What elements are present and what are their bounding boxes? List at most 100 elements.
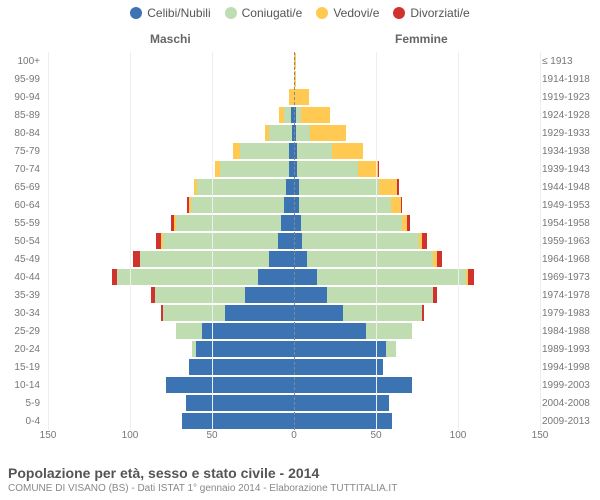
- age-label: 25-29: [0, 322, 44, 340]
- female-bar: [294, 304, 540, 322]
- bar-segment: [310, 125, 346, 140]
- chart-footer: Popolazione per età, sesso e stato civil…: [8, 465, 397, 494]
- bar-segment: [278, 233, 294, 248]
- male-bar: [48, 88, 294, 106]
- bar-segment: [294, 395, 389, 410]
- legend-label: Celibi/Nubili: [147, 6, 210, 20]
- birth-year-label: 2009-2013: [540, 412, 596, 430]
- bar-segment: [281, 215, 294, 230]
- female-bar: [294, 268, 540, 286]
- bar-segment: [407, 215, 410, 230]
- birth-year-label: 1919-1923: [540, 88, 596, 106]
- bar-segment: [240, 143, 289, 158]
- birth-year-label: 1984-1988: [540, 322, 596, 340]
- female-bar: [294, 70, 540, 88]
- female-bar: [294, 358, 540, 376]
- male-bar: [48, 52, 294, 70]
- age-label: 55-59: [0, 214, 44, 232]
- male-bar: [48, 178, 294, 196]
- birth-year-label: ≤ 1913: [540, 52, 596, 70]
- age-label: 40-44: [0, 268, 44, 286]
- legend-item: Celibi/Nubili: [130, 6, 210, 20]
- bar-segment: [294, 305, 343, 320]
- male-bar: [48, 412, 294, 430]
- female-bar: [294, 52, 540, 70]
- bar-segment: [301, 215, 403, 230]
- bar-segment: [307, 251, 433, 266]
- gridline: [130, 52, 131, 430]
- female-bar: [294, 196, 540, 214]
- female-bar: [294, 322, 540, 340]
- bar-segment: [155, 287, 245, 302]
- female-bar: [294, 88, 540, 106]
- birth-year-label: 1944-1948: [540, 178, 596, 196]
- age-label: 65-69: [0, 178, 44, 196]
- bar-segment: [191, 197, 284, 212]
- female-bar: [294, 178, 540, 196]
- bar-segment: [294, 359, 383, 374]
- bar-segment: [366, 323, 412, 338]
- bar-segment: [386, 341, 396, 356]
- bar-segment: [378, 161, 380, 176]
- male-bar: [48, 106, 294, 124]
- bar-segment: [422, 305, 424, 320]
- bar-segment: [196, 341, 294, 356]
- birth-year-label: 1994-1998: [540, 358, 596, 376]
- bar-segment: [294, 323, 366, 338]
- female-bar: [294, 142, 540, 160]
- bar-segment: [294, 377, 412, 392]
- male-bar: [48, 340, 294, 358]
- bar-segment: [176, 215, 281, 230]
- male-bar: [48, 268, 294, 286]
- bar-segment: [437, 251, 442, 266]
- bar-segment: [117, 269, 258, 284]
- bar-segment: [297, 161, 358, 176]
- gridline: [376, 52, 377, 430]
- x-tick-label: 50: [206, 430, 217, 441]
- gridline: [212, 52, 213, 430]
- female-bar: [294, 106, 540, 124]
- bar-segment: [468, 269, 475, 284]
- plot-area: [48, 52, 540, 430]
- birth-year-label: 1929-1933: [540, 124, 596, 142]
- female-bar: [294, 250, 540, 268]
- age-label: 50-54: [0, 232, 44, 250]
- bar-segment: [294, 341, 386, 356]
- bar-segment: [163, 305, 225, 320]
- bar-segment: [302, 233, 418, 248]
- bar-segment: [245, 287, 294, 302]
- birth-year-label: 1959-1963: [540, 232, 596, 250]
- birth-year-label: 1954-1958: [540, 214, 596, 232]
- bar-segment: [294, 233, 302, 248]
- bar-segment: [297, 143, 331, 158]
- bar-segment: [225, 305, 294, 320]
- birth-year-label: 1934-1938: [540, 142, 596, 160]
- legend-dot-icon: [316, 7, 328, 19]
- bar-segment: [301, 107, 331, 122]
- age-label: 60-64: [0, 196, 44, 214]
- gridline: [48, 52, 49, 430]
- age-label: 15-19: [0, 358, 44, 376]
- bar-segment: [294, 413, 392, 428]
- age-label: 100+: [0, 52, 44, 70]
- bar-segment: [202, 323, 294, 338]
- male-bar: [48, 70, 294, 88]
- female-bar: [294, 232, 540, 250]
- male-bar: [48, 304, 294, 322]
- birth-year-label: 1979-1983: [540, 304, 596, 322]
- y-left-tick-labels: 100+95-9990-9485-8980-8475-7970-7465-696…: [0, 52, 44, 430]
- x-tick-label: 150: [532, 430, 549, 441]
- male-bar: [48, 286, 294, 304]
- age-label: 80-84: [0, 124, 44, 142]
- chart-subtitle: COMUNE DI VISANO (BS) - Dati ISTAT 1° ge…: [8, 483, 397, 494]
- legend-label: Coniugati/e: [242, 6, 303, 20]
- x-tick-label: 0: [291, 430, 297, 441]
- bar-segment: [286, 179, 294, 194]
- legend: Celibi/NubiliConiugati/eVedovi/eDivorzia…: [0, 0, 600, 20]
- male-bar: [48, 394, 294, 412]
- x-tick-label: 100: [450, 430, 467, 441]
- male-bar: [48, 124, 294, 142]
- age-label: 85-89: [0, 106, 44, 124]
- bar-segment: [391, 197, 401, 212]
- bar-segment: [294, 269, 317, 284]
